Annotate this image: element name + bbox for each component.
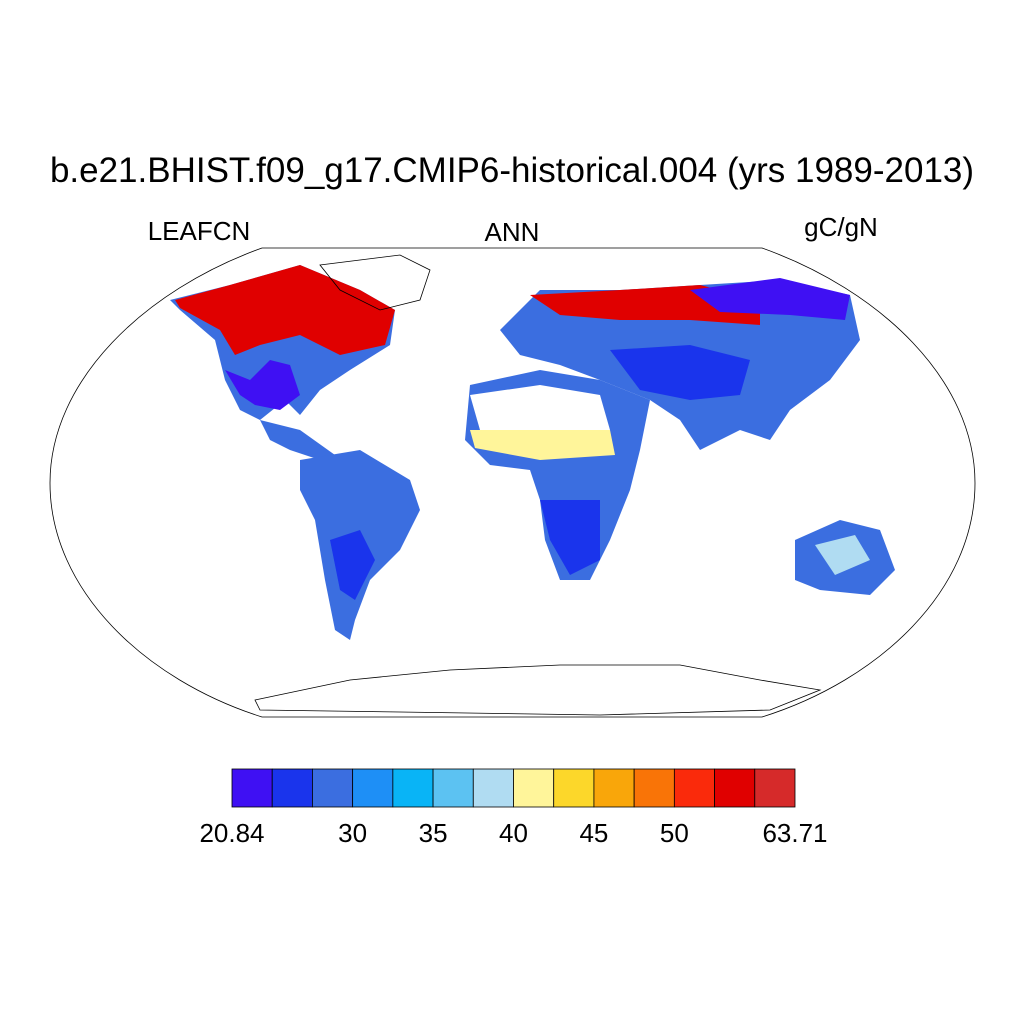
right-string: gC/gN: [804, 212, 878, 242]
land-australia-interior: [815, 535, 870, 575]
colorbar: 20.84 30 35 40 45 50 63.71: [199, 768, 828, 848]
colorbar-label: 45: [579, 818, 608, 848]
land-central-asia: [610, 345, 750, 400]
title: b.e21.BHIST.f09_g17.CMIP6-historical.004…: [50, 151, 974, 190]
colorbar-label: 40: [499, 818, 528, 848]
map-outline: [49, 247, 976, 718]
land-central-america: [260, 420, 335, 460]
land-africa-south: [540, 500, 600, 575]
colorbar-label: 50: [660, 818, 689, 848]
coast-greenland: [319, 254, 431, 311]
colorbar-box: [714, 768, 756, 808]
land-south-america-south: [330, 530, 375, 600]
colorbar-box: [513, 768, 555, 808]
colorbar-label: 63.71: [762, 818, 827, 848]
land-sahel: [470, 430, 615, 460]
colorbar-box: [392, 768, 434, 808]
colorbar-box: [312, 768, 354, 808]
colorbar-label: 35: [419, 818, 448, 848]
colorbar-box: [432, 768, 474, 808]
coast-antarctica: [254, 664, 822, 716]
colorbar-box: [593, 768, 635, 808]
map: [49, 247, 976, 718]
center-string: ANN: [485, 217, 540, 247]
colorbar-box: [231, 768, 273, 808]
land-sahara: [470, 385, 610, 430]
land-boreal: [175, 265, 395, 355]
land-us-west: [225, 360, 300, 410]
colorbar-box: [553, 768, 595, 808]
colorbar-label: 30: [338, 818, 367, 848]
colorbar-box: [352, 768, 394, 808]
colorbar-box: [472, 768, 514, 808]
left-string: LEAFCN: [148, 216, 251, 246]
colorbar-box: [754, 768, 796, 808]
colorbar-box: [271, 768, 313, 808]
colorbar-box: [673, 768, 715, 808]
land-siberia: [690, 278, 850, 320]
colorbar-label: 20.84: [199, 818, 264, 848]
colorbar-box: [633, 768, 675, 808]
